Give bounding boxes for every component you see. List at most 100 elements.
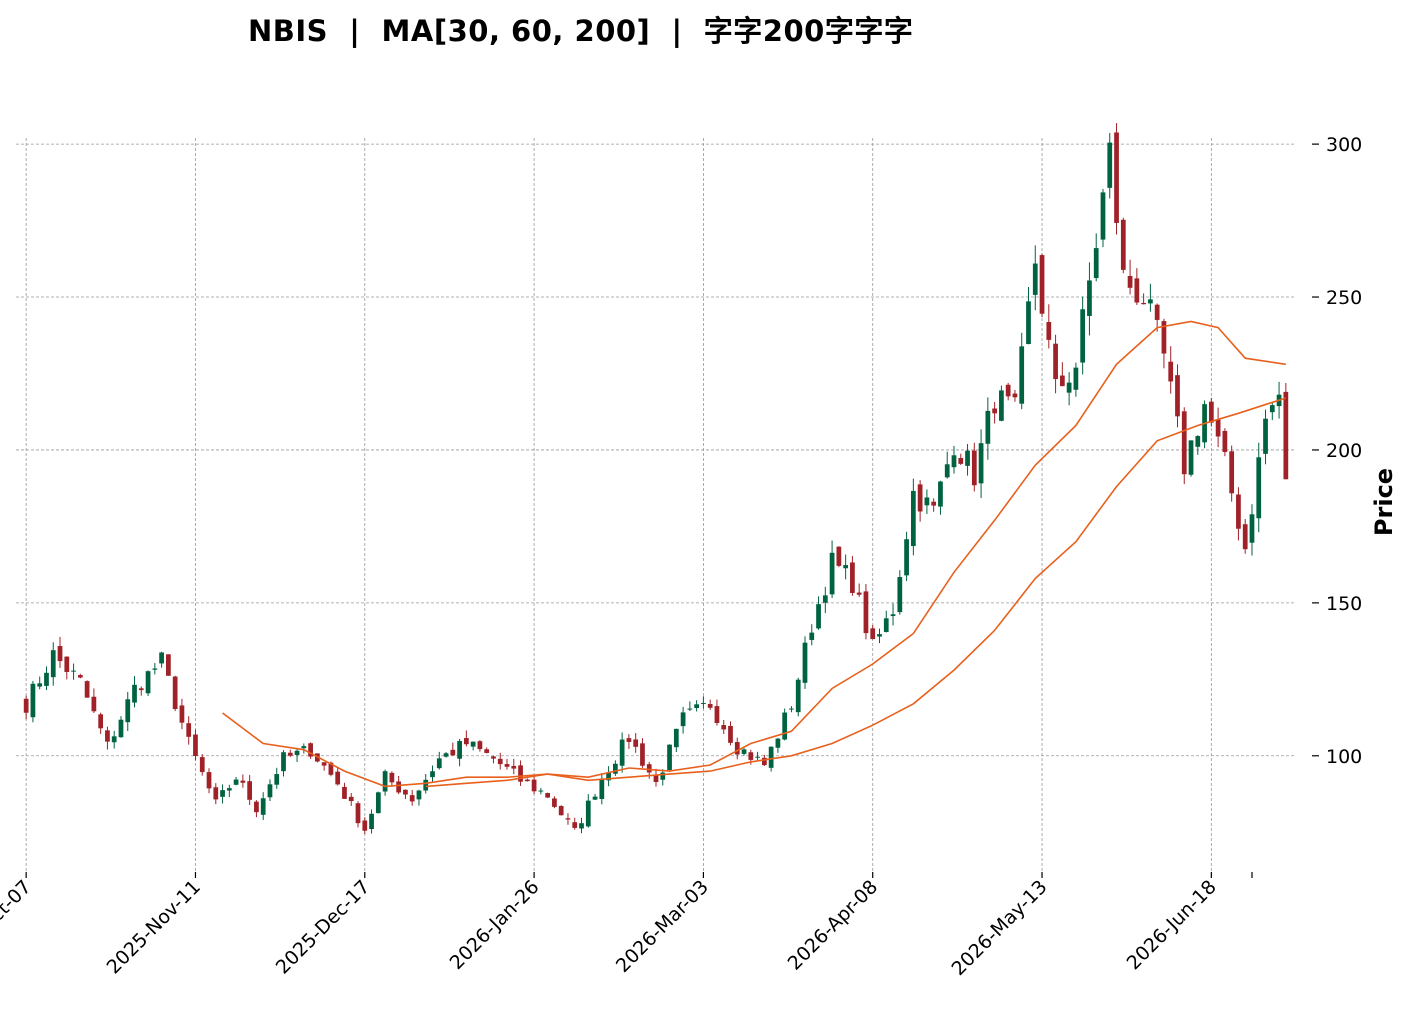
candle-body	[599, 778, 605, 799]
candle	[443, 752, 449, 758]
candle	[436, 751, 442, 770]
candle	[260, 792, 266, 821]
candle	[125, 691, 131, 731]
candle-body	[938, 481, 943, 507]
candle	[877, 628, 882, 644]
candle	[166, 654, 171, 676]
candle	[741, 748, 747, 756]
candle-body	[816, 604, 821, 629]
candle	[1215, 407, 1221, 448]
candle-body	[917, 484, 923, 512]
candle	[789, 706, 794, 713]
candle-body	[843, 565, 848, 569]
candle-body	[443, 753, 449, 757]
candle-body	[999, 390, 1004, 421]
candle-body	[125, 699, 131, 723]
candle-body	[111, 736, 117, 743]
candle	[579, 817, 584, 834]
candle	[999, 385, 1004, 422]
grid-lines	[16, 138, 1296, 872]
candle-body	[375, 792, 381, 814]
candle-body	[179, 705, 185, 723]
candle-body	[57, 646, 63, 662]
candle	[856, 583, 862, 597]
candle	[958, 453, 964, 465]
candle-body	[897, 577, 903, 613]
x-tick-label: 2026-Jun-18	[1123, 876, 1221, 974]
candle	[511, 758, 517, 775]
candle	[477, 740, 483, 752]
candle-body	[863, 591, 869, 634]
candle	[897, 570, 903, 615]
candle-body	[789, 708, 794, 710]
candle	[822, 586, 828, 614]
x-tick-label: 2025-Oct-07	[0, 876, 36, 976]
candle	[1087, 262, 1092, 336]
candle-body	[694, 704, 700, 709]
candle	[802, 636, 808, 689]
candle-body	[308, 743, 313, 757]
candle	[1134, 268, 1140, 305]
candle	[734, 737, 740, 760]
candle-body	[545, 793, 551, 798]
candle	[992, 401, 997, 424]
candle	[687, 701, 693, 711]
candle-body	[1127, 275, 1133, 288]
candle	[84, 680, 90, 698]
candle-body	[707, 704, 713, 708]
candle	[77, 673, 83, 679]
candle	[50, 642, 56, 686]
candle	[538, 787, 544, 795]
candle-body	[1175, 375, 1180, 417]
candle	[1141, 293, 1146, 305]
candle-body	[1249, 514, 1255, 543]
candle-body	[436, 758, 442, 769]
candle-body	[558, 806, 564, 816]
candle	[464, 730, 469, 747]
candle-body	[734, 742, 740, 755]
candle	[850, 556, 855, 596]
candle-body	[640, 743, 645, 766]
candle-body	[1100, 192, 1106, 240]
y-axis-ticks: 100 150 200 250 300	[1312, 134, 1362, 768]
candle-body	[728, 725, 733, 743]
candle	[1283, 382, 1289, 480]
candle	[863, 584, 869, 640]
candle	[342, 782, 347, 799]
candle	[457, 738, 462, 767]
candle-body	[992, 408, 997, 414]
candle	[1093, 233, 1099, 282]
candle-body	[612, 763, 618, 774]
candle-body	[457, 740, 462, 759]
candle-body	[1161, 321, 1167, 354]
candle	[531, 775, 537, 795]
candle	[910, 478, 916, 556]
candle	[1066, 372, 1072, 406]
candle-body	[761, 757, 767, 766]
candle	[267, 779, 273, 802]
x-tick-label: 2025-Nov-11	[103, 876, 205, 978]
candle	[1100, 188, 1106, 248]
candle	[138, 686, 144, 696]
candle	[105, 726, 110, 750]
candle-body	[1066, 382, 1072, 393]
candle-body	[856, 592, 862, 595]
candle	[1229, 445, 1235, 502]
candle	[321, 762, 327, 771]
candle	[558, 805, 564, 816]
candle	[917, 480, 923, 522]
candle-body	[795, 679, 801, 713]
x-tick-label: 2026-Mar-03	[612, 876, 713, 977]
candle	[904, 531, 909, 582]
candle-body	[226, 788, 232, 791]
candle-body	[71, 670, 76, 672]
candle-body	[822, 595, 828, 603]
candle	[193, 729, 198, 761]
candle	[1242, 519, 1248, 554]
candle	[1269, 402, 1275, 421]
candle-body	[531, 779, 537, 792]
candle	[680, 706, 686, 734]
candle	[809, 624, 815, 646]
candle	[57, 636, 63, 668]
candle-body	[1141, 302, 1146, 305]
